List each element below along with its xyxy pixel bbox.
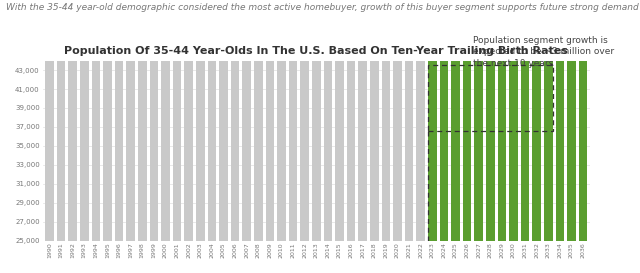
Bar (335, 0, 344, 241)
Bar (428, 0, 436, 241)
Bar (358, 0, 367, 241)
Bar (544, 0, 552, 241)
Bar (115, 0, 124, 241)
Bar (80, 0, 88, 241)
Bar (243, 0, 251, 241)
Bar (173, 0, 181, 241)
Bar (532, 0, 541, 241)
Bar (509, 0, 518, 241)
Bar (579, 0, 588, 241)
Bar (92, 0, 100, 241)
Bar (323, 0, 332, 241)
Bar (567, 0, 576, 241)
Bar (521, 0, 529, 241)
Bar (347, 0, 355, 241)
Bar (463, 0, 472, 241)
Bar (57, 0, 65, 241)
Bar (497, 0, 506, 241)
Bar (103, 0, 112, 241)
Text: With the 35-44 year-old demographic considered the most active homebuyer, growth: With the 35-44 year-old demographic cons… (6, 3, 639, 12)
Bar (370, 0, 379, 241)
Bar (138, 0, 147, 241)
Bar (393, 0, 402, 241)
Bar (312, 0, 321, 241)
Bar (451, 0, 460, 241)
Bar (231, 0, 239, 241)
Bar (289, 0, 298, 241)
Bar (254, 0, 262, 241)
Bar (416, 0, 425, 241)
Bar (219, 0, 228, 241)
Title: Population Of 35-44 Year-Olds In The U.S. Based On Ten-Year Trailing Birth Rates: Population Of 35-44 Year-Olds In The U.S… (65, 46, 568, 56)
Bar (404, 0, 413, 241)
Bar (300, 0, 309, 241)
Bar (556, 0, 564, 241)
Bar (126, 0, 135, 241)
Bar (150, 0, 158, 241)
Bar (440, 0, 448, 241)
Bar (45, 0, 54, 241)
Bar (474, 0, 483, 241)
Bar (486, 0, 495, 241)
Bar (68, 0, 77, 241)
Text: Population segment growth is
expected to be ~3 million over
the next 10 years: Population segment growth is expected to… (473, 35, 614, 68)
Bar (381, 0, 390, 241)
Bar (428, 65, 553, 131)
Bar (196, 0, 205, 241)
Bar (266, 0, 274, 241)
Bar (161, 0, 170, 241)
Bar (184, 0, 193, 241)
Bar (277, 0, 286, 241)
Bar (207, 0, 216, 241)
